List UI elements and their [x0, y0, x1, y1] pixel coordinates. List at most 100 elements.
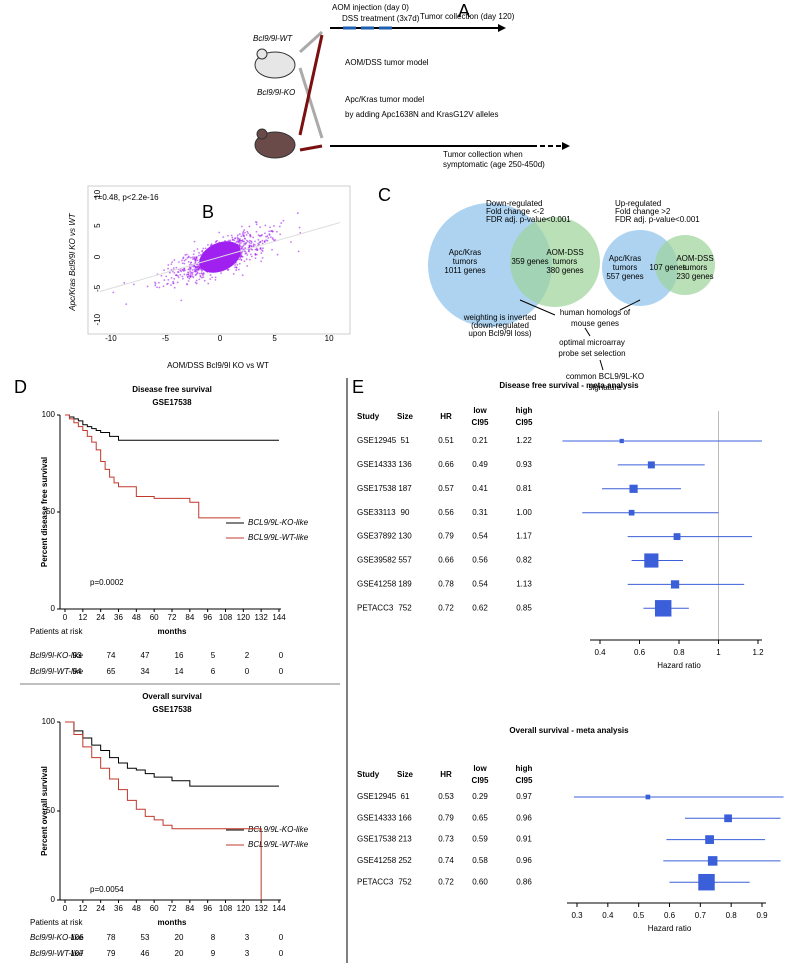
table-cell: 0.58 — [472, 856, 488, 865]
trend-line — [99, 222, 341, 292]
scatter-texture — [193, 250, 196, 252]
table-cell: 0.29 — [472, 792, 488, 801]
scatter-texture — [255, 223, 258, 226]
scatter-texture — [160, 274, 163, 277]
risk-count: 0 — [279, 651, 284, 660]
table-cell: 0.56 — [438, 508, 454, 517]
venn-label: AOM-DSS — [546, 248, 583, 257]
legend-label: BCL9/9L-KO-like — [248, 518, 309, 527]
scatter-texture — [280, 222, 283, 224]
scatter-texture — [192, 258, 194, 260]
scatter-texture — [186, 256, 189, 259]
table-cell: 0.96 — [516, 856, 532, 865]
scatter-texture — [123, 281, 126, 284]
table-cell: 0.21 — [472, 436, 488, 445]
flow-arrow — [619, 299, 641, 311]
scatter-texture — [154, 284, 157, 287]
scatter-texture — [229, 239, 232, 242]
scatter-texture — [195, 269, 197, 272]
table-cell: 213 — [398, 835, 412, 844]
risk-count: 9 — [211, 949, 216, 958]
scatter-texture — [261, 250, 264, 252]
x-tick-label: 12 — [78, 613, 87, 622]
scatter-texture — [244, 231, 246, 234]
hr-marker — [628, 509, 635, 516]
flow-label: probe set selection — [558, 349, 625, 358]
scatter-texture — [189, 274, 192, 276]
scatter-texture — [201, 249, 204, 252]
panel-label: A — [458, 1, 470, 21]
scatter-texture — [254, 248, 257, 251]
column-header: CI95 — [472, 776, 489, 785]
table-cell: 752 — [398, 603, 412, 612]
x-tick-label: 0.4 — [602, 911, 614, 920]
scatter-texture — [189, 276, 192, 279]
scatter-texture — [263, 240, 266, 243]
scatter-texture — [186, 276, 189, 279]
scatter-texture — [189, 267, 192, 269]
scatter-texture — [167, 264, 170, 266]
scatter-texture — [193, 270, 196, 273]
scatter-texture — [170, 284, 172, 287]
table-cell: 0.86 — [516, 877, 532, 886]
scatter-texture — [173, 271, 176, 274]
scatter-texture — [193, 268, 196, 271]
scatter-texture — [238, 243, 241, 246]
venn-label: Apc/Kras — [449, 248, 481, 257]
scatter-texture — [264, 224, 267, 227]
table-cell: 61 — [401, 792, 410, 801]
x-tick-label: 0.6 — [664, 911, 676, 920]
scatter-texture — [218, 231, 221, 234]
x-tick-label: 36 — [114, 904, 123, 913]
venn-label: Apc/Kras — [609, 254, 641, 263]
scatter-texture — [255, 253, 258, 256]
flow-arrows — [519, 299, 641, 371]
flow-note: (down-regulated — [471, 321, 529, 330]
risk-count: 94 — [73, 667, 82, 676]
survival-curve — [65, 414, 279, 441]
table-cell: 0.72 — [438, 603, 454, 612]
x-tick-label: 132 — [254, 613, 268, 622]
scatter-texture — [195, 256, 198, 258]
axis — [59, 722, 281, 901]
plot-title: GSE17538 — [152, 705, 192, 714]
x-tick-label: 24 — [96, 904, 105, 913]
scatter-texture — [240, 225, 243, 228]
scatter-texture — [167, 278, 170, 281]
scatter-texture — [260, 234, 263, 237]
x-tick-label: 144 — [272, 904, 286, 913]
scatter-texture — [173, 277, 176, 280]
scatter-texture — [125, 303, 128, 306]
scatter-texture — [172, 267, 175, 270]
venn-title: FDR adj. p-value<0.001 — [615, 215, 700, 224]
scatter-texture — [248, 244, 251, 247]
column-header: CI95 — [516, 776, 533, 785]
scatter-texture — [268, 234, 271, 236]
y-axis-label: Percent disease free survival — [40, 457, 49, 567]
flow-arrow — [519, 299, 556, 316]
column-header: Size — [397, 412, 414, 421]
scatter-texture — [187, 280, 190, 282]
scatter-texture — [183, 267, 185, 270]
scatter-texture — [189, 272, 192, 275]
flow-arrow — [599, 359, 604, 371]
y-tick-label: 0 — [51, 604, 56, 613]
venn-title: FDR adj. p-value<0.001 — [486, 215, 571, 224]
venn-label: tumors — [553, 257, 577, 266]
scatter-texture — [250, 240, 252, 243]
column-header: CI95 — [516, 418, 533, 427]
scatter-texture — [184, 258, 187, 261]
scatter-texture — [194, 259, 197, 262]
scatter-texture — [214, 276, 217, 279]
table-cell: 557 — [398, 556, 412, 565]
scatter-texture — [262, 247, 264, 250]
scatter-texture — [257, 239, 260, 241]
scatter-texture — [198, 264, 200, 267]
scatter-texture — [234, 266, 236, 269]
scatter-texture — [194, 266, 197, 268]
scatter-texture — [243, 240, 246, 243]
scatter-texture — [260, 260, 263, 263]
scatter-texture — [189, 262, 192, 264]
scatter-texture — [172, 280, 175, 283]
scatter-texture — [177, 276, 180, 279]
